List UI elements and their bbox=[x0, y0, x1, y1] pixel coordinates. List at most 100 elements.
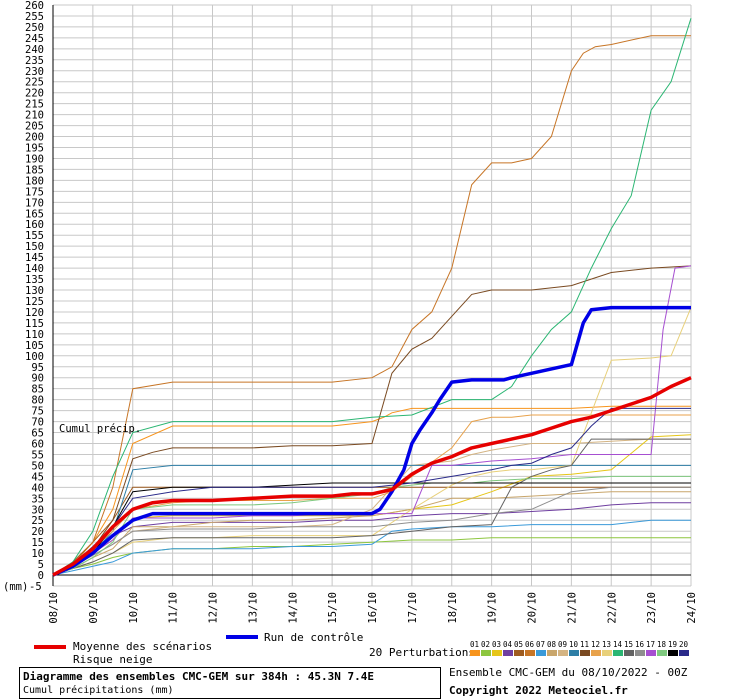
mean-legend-label: Moyenne des scénarios bbox=[73, 640, 213, 653]
x-tick-labels: 08/10 09/10 10/10 11/10 12/10 13/10 14/10 15/10… bbox=[48, 592, 698, 624]
y-tick-label: 115 bbox=[25, 318, 44, 330]
perturbation-key-swatch bbox=[635, 650, 645, 656]
y-tick-label: 205 bbox=[25, 121, 44, 133]
perturbation-key-number: 19 bbox=[668, 640, 678, 649]
series-layer bbox=[52, 18, 692, 577]
y-tick-label: 120 bbox=[25, 307, 44, 319]
perturbation-key-number: 14 bbox=[613, 640, 623, 649]
y-tick-label: 260 bbox=[25, 0, 44, 12]
mean-line bbox=[52, 376, 692, 577]
y-tick-label: 215 bbox=[25, 99, 44, 111]
perturbation-key-swatch bbox=[514, 650, 524, 656]
x-tick-label: 23/10 bbox=[646, 592, 658, 624]
control-legend-swatch bbox=[226, 635, 258, 639]
y-tick-label: 125 bbox=[25, 296, 44, 308]
x-tick-label: 09/10 bbox=[88, 592, 100, 624]
ensemble-precip-chart: -505101520253035404550556065707580859095… bbox=[3, 0, 698, 624]
y-tick-label: -5 bbox=[29, 581, 42, 593]
perturbation-key-swatch bbox=[580, 650, 590, 656]
y-tick-label: 20 bbox=[31, 526, 44, 538]
y-tick-label: 150 bbox=[25, 241, 44, 253]
perturbation-line-14 bbox=[52, 18, 692, 576]
y-tick-label: 100 bbox=[25, 351, 44, 363]
control-legend-label: Run de contrôle bbox=[264, 631, 364, 644]
perturbation-key-swatch bbox=[569, 650, 579, 656]
x-tick-label: 24/10 bbox=[686, 592, 698, 624]
perturbation-key-swatch bbox=[536, 650, 546, 656]
perturbation-key-number: 20 bbox=[679, 640, 689, 649]
y-tick-label: 140 bbox=[25, 263, 44, 275]
perturbation-key-swatch bbox=[602, 650, 612, 656]
y-tick-label: 245 bbox=[25, 33, 44, 45]
y-tick-labels: -505101520253035404550556065707580859095… bbox=[25, 0, 44, 593]
y-tick-label: 30 bbox=[31, 504, 44, 516]
y-tick-label: 60 bbox=[31, 438, 44, 450]
x-tick-label: 21/10 bbox=[566, 592, 578, 624]
y-tick-label: 35 bbox=[31, 493, 44, 505]
y-tick-label: 70 bbox=[31, 417, 44, 429]
y-tick-label: 250 bbox=[25, 22, 44, 34]
y-axis-unit: (mm) bbox=[3, 581, 28, 593]
y-tick-label: 180 bbox=[25, 175, 44, 187]
perturbation-key-number: 17 bbox=[646, 640, 656, 649]
perturbation-key-number: 11 bbox=[580, 640, 590, 649]
y-tick-label: 185 bbox=[25, 164, 44, 176]
y-tick-label: 105 bbox=[25, 340, 44, 352]
cumul-annotation: Cumul précip. bbox=[59, 423, 141, 435]
perturbation-key-swatch bbox=[503, 650, 513, 656]
y-tick-label: 225 bbox=[25, 77, 44, 89]
y-tick-label: 230 bbox=[25, 66, 44, 78]
perturbation-key-swatch bbox=[547, 650, 557, 656]
perturbation-key-swatch bbox=[624, 650, 634, 656]
y-tick-label: 200 bbox=[25, 132, 44, 144]
perturbation-key-number: 07 bbox=[536, 640, 546, 649]
x-tick-label: 12/10 bbox=[208, 592, 220, 624]
y-tick-label: 0 bbox=[38, 570, 44, 582]
x-tick-label: 11/10 bbox=[168, 592, 180, 624]
perturbation-key-swatch bbox=[679, 650, 689, 656]
perturbation-line-19 bbox=[52, 482, 691, 576]
perturbation-key-swatch bbox=[657, 650, 667, 656]
perturbation-key-swatch bbox=[558, 650, 568, 656]
y-tick-label: 195 bbox=[25, 143, 44, 155]
perturbation-key-swatch bbox=[525, 650, 535, 656]
run-info: Ensemble CMC-GEM du 08/10/2022 - 00Z bbox=[449, 666, 688, 679]
perturbation-line-08 bbox=[52, 491, 691, 576]
y-tick-label: 50 bbox=[31, 460, 44, 472]
x-tick-label: 16/10 bbox=[367, 592, 379, 624]
x-tick-label: 19/10 bbox=[487, 592, 499, 624]
x-tick-label: 20/10 bbox=[527, 592, 539, 624]
caption-subtitle: Cumul précipitations (mm) bbox=[23, 685, 174, 696]
perturbation-line-11 bbox=[52, 265, 692, 576]
y-tick-label: 5 bbox=[38, 559, 44, 571]
caption-title: Diagramme des ensembles CMC-GEM sur 384h… bbox=[23, 670, 374, 683]
y-tick-label: 165 bbox=[25, 208, 44, 220]
y-tick-label: 45 bbox=[31, 471, 44, 483]
caption-box: Diagramme des ensembles CMC-GEM sur 384h… bbox=[19, 667, 441, 699]
y-tick-label: 210 bbox=[25, 110, 44, 122]
x-tick-label: 13/10 bbox=[247, 592, 259, 624]
y-tick-label: 65 bbox=[31, 428, 44, 440]
y-tick-label: 40 bbox=[31, 482, 44, 494]
y-tick-label: 235 bbox=[25, 55, 44, 67]
perturbation-key-number: 03 bbox=[492, 640, 502, 649]
perturbation-line-06 bbox=[52, 35, 691, 576]
y-tick-label: 145 bbox=[25, 252, 44, 264]
perturbation-line-02 bbox=[52, 537, 691, 576]
perturbation-key-swatch bbox=[470, 650, 480, 656]
y-tick-label: 220 bbox=[25, 88, 44, 100]
perturbation-key-number: 09 bbox=[558, 640, 568, 649]
x-tick-label: 22/10 bbox=[606, 592, 618, 624]
perturbation-key-number: 13 bbox=[602, 640, 612, 649]
x-tick-label: 17/10 bbox=[407, 592, 419, 624]
y-tick-label: 170 bbox=[25, 197, 44, 209]
perturbation-key-swatch bbox=[492, 650, 502, 656]
perturbation-key-number: 01 bbox=[470, 640, 480, 649]
risk-legend-label: Risque neige bbox=[73, 653, 153, 666]
perturbation-line-13 bbox=[52, 307, 692, 576]
y-tick-label: 240 bbox=[25, 44, 44, 56]
perturbation-key-number: 10 bbox=[569, 640, 579, 649]
x-tick-label: 18/10 bbox=[447, 592, 459, 624]
y-tick-label: 55 bbox=[31, 449, 44, 461]
perturbation-line-16 bbox=[52, 486, 691, 576]
